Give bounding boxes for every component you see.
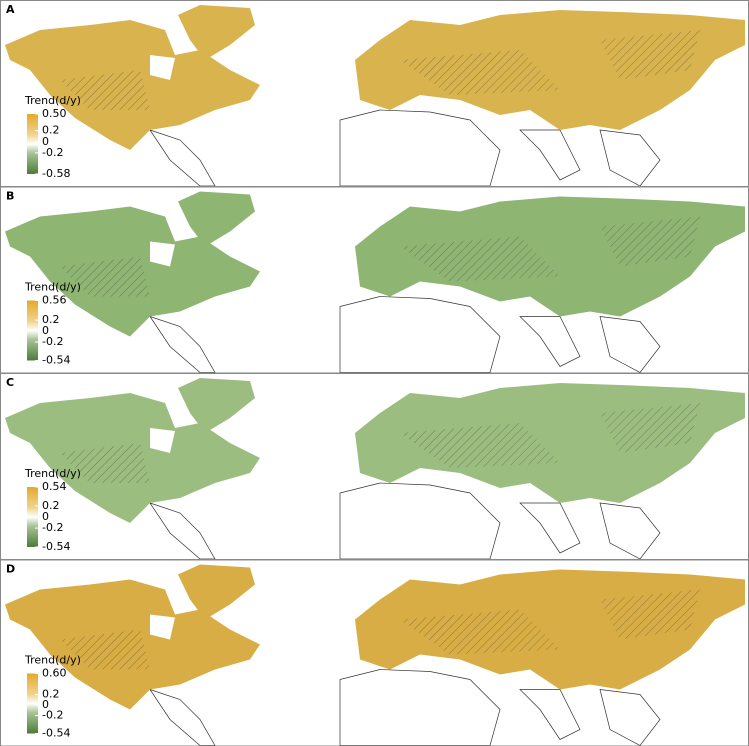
legend-tick-label: 0.2	[42, 499, 60, 512]
legend-title: Trend(d/y)	[24, 654, 81, 667]
map-panel: D Trend(d/y)0.60 0.20-0.2 -0.54	[0, 559, 749, 746]
legend-tick-label: -0.54	[42, 727, 70, 740]
map-panel: B Trend(d/y)0.56 0.20-0.2 -0.54	[0, 186, 749, 374]
legend-tick-label: 0.60	[42, 667, 67, 680]
world-map	[4, 191, 746, 373]
legend-tick-label: 0.2	[42, 313, 60, 326]
world-map	[4, 377, 746, 559]
colorbar	[27, 673, 38, 734]
world-map	[4, 4, 746, 186]
legend-tick-label: 0	[42, 135, 49, 148]
legend-tick-label: -0.2	[42, 709, 63, 722]
panel-label: A	[6, 3, 15, 16]
panel-label: D	[6, 563, 15, 576]
legend-tick-label: 0.56	[42, 294, 67, 307]
legend-tick-label: -0.58	[42, 167, 70, 180]
map-panel: C Trend(d/y)0.54 0.20-0.2 -0.54	[0, 373, 749, 560]
colorbar	[27, 487, 38, 547]
legend-tick-label: 0	[42, 324, 49, 337]
legend-tick-label: 0.2	[42, 124, 60, 137]
legend-tick-label: -0.2	[42, 335, 63, 348]
colorbar	[27, 114, 38, 174]
legend-tick-label: 0	[42, 698, 49, 711]
legend-tick-label: 0	[42, 510, 49, 523]
legend-tick-label: -0.54	[42, 540, 70, 553]
map-panel: A Trend(d/y)0.50 0.20-0.2 -0.58	[0, 0, 749, 187]
legend-title: Trend(d/y)	[24, 94, 81, 107]
colorbar	[27, 300, 38, 361]
legend-tick-label: -0.54	[42, 354, 70, 367]
legend-tick-label: 0.50	[42, 107, 67, 120]
world-map	[4, 564, 746, 746]
legend-title: Trend(d/y)	[24, 467, 81, 480]
panel-label: C	[6, 376, 14, 389]
legend-tick-label: 0.54	[42, 480, 67, 493]
panel-label: B	[6, 190, 14, 203]
legend-title: Trend(d/y)	[24, 281, 81, 294]
legend-tick-label: 0.2	[42, 688, 60, 701]
legend-tick-label: -0.2	[42, 521, 63, 534]
legend-tick-label: -0.2	[42, 146, 63, 159]
